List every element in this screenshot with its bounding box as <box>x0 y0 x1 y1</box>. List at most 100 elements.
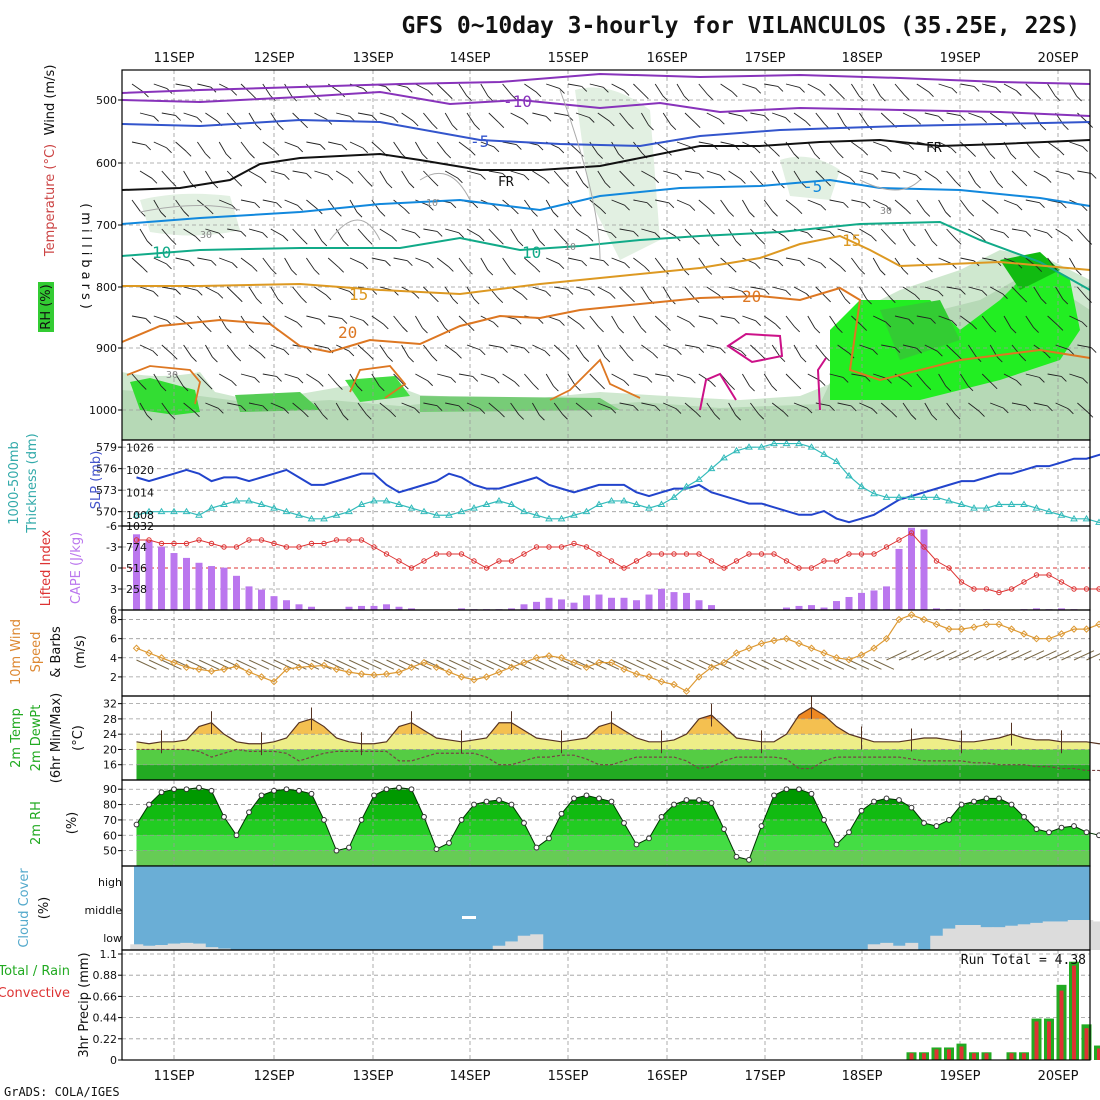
wind10m-barb <box>186 659 207 670</box>
wind-barb <box>720 83 733 93</box>
thickness-point <box>1057 511 1066 518</box>
wind-barb-flag <box>567 289 574 295</box>
cape-bar <box>833 601 840 610</box>
wind-barb <box>894 257 904 270</box>
wind-barb-flag <box>301 297 307 304</box>
slp-label: SLP (mb) <box>89 451 104 510</box>
wind-barb <box>393 141 402 154</box>
wind-barb-flag <box>516 144 522 150</box>
wind-barb-flag <box>276 202 282 209</box>
contour-30-c <box>816 357 827 411</box>
li-point <box>583 544 590 550</box>
li-point <box>596 551 602 557</box>
li-point <box>508 558 515 564</box>
wind-barb-flag <box>277 298 284 305</box>
wind-barb <box>510 170 525 176</box>
wind-barb-flag <box>741 115 748 122</box>
precip-run-total: Run Total = 4.38 <box>961 953 1086 968</box>
wind-barb <box>728 402 736 416</box>
wind-barb <box>401 344 410 358</box>
tick-label: -3 <box>106 541 117 554</box>
wind-barb-flag <box>796 208 803 214</box>
wind-barb <box>960 257 975 262</box>
wind-barb <box>445 228 459 234</box>
wind-barb <box>1033 402 1048 407</box>
wind-barb <box>1077 402 1089 413</box>
tick-label: 20 <box>103 743 117 756</box>
wind-barb-flag <box>194 411 200 418</box>
wind-barb <box>393 199 405 210</box>
wind-barb <box>1069 315 1083 323</box>
cape-bar <box>658 588 665 610</box>
wind-barb-flag <box>623 380 630 386</box>
cape-bar <box>383 604 390 610</box>
wind-barb <box>916 83 929 93</box>
precip-conv-bar <box>1084 1028 1089 1060</box>
wind-barb-flag <box>207 208 214 215</box>
contour-15 <box>122 234 1091 296</box>
wind-barb <box>393 315 403 328</box>
wind-barb-flag <box>924 211 931 217</box>
wind10m-point <box>1070 625 1078 633</box>
wind-barb <box>314 344 329 349</box>
wind-barb-flag <box>271 268 277 275</box>
rh2m-point <box>283 786 290 793</box>
wind-barb-flag <box>842 377 849 383</box>
wind-barb-flag <box>365 413 372 420</box>
tick-label: 774 <box>126 541 147 554</box>
wind10m-barb <box>386 659 407 670</box>
cape-bar <box>570 602 578 610</box>
wind-barb <box>982 257 997 262</box>
wind-barb <box>851 199 866 204</box>
wind-barb <box>837 344 850 354</box>
wind-barb-flag <box>196 117 203 123</box>
wind10m-point <box>1057 630 1066 638</box>
wind10m-point <box>507 663 516 672</box>
wind-barb-flag <box>422 153 428 160</box>
wind-barb-flag <box>458 232 465 239</box>
wind-barb <box>292 228 303 240</box>
thickness-point <box>1032 504 1041 511</box>
wind-barb-flag <box>469 150 476 156</box>
wind-barb-flag <box>545 115 552 122</box>
wind-barb-flag <box>872 349 878 355</box>
tick-label: 90 <box>103 783 117 796</box>
wind-barb <box>684 228 695 240</box>
wind10m-series-line <box>136 614 1100 692</box>
li-point <box>158 540 165 547</box>
wind10m-point <box>645 673 653 681</box>
temp-band <box>136 749 1090 765</box>
precip-ylabel: 3hr Precip (mm) <box>77 952 92 1057</box>
wind-barb <box>510 228 519 242</box>
wind-barb <box>248 344 261 354</box>
wind-barb <box>524 83 537 93</box>
wind-barb <box>161 286 176 290</box>
wind-barb <box>1011 170 1023 182</box>
wind-barb-flag <box>690 377 696 384</box>
wind-barb <box>902 170 917 176</box>
wind-barb-flag <box>175 115 181 121</box>
wind-barb <box>131 315 146 319</box>
wind-barb-flag <box>866 298 872 305</box>
wind-barb-flag <box>196 289 203 296</box>
wind-barb-flag <box>583 356 590 362</box>
rh2m-point <box>258 792 265 799</box>
wind10m-point <box>595 658 603 667</box>
wind-barb <box>197 141 206 154</box>
wind-barb <box>502 199 514 210</box>
wind10m-point <box>1032 634 1041 643</box>
temp-label-4: (°C) <box>71 725 86 751</box>
wind-barb-flag <box>799 87 805 93</box>
wind-barb <box>1069 141 1083 148</box>
cape-bar <box>533 601 540 610</box>
wind-barb-flag <box>862 149 869 156</box>
wind-barb-flag <box>735 414 741 421</box>
upper-label-wind: Wind (m/s) <box>43 65 58 136</box>
cape-bar <box>283 600 290 610</box>
wind-barb-flag <box>562 413 568 420</box>
wind10m-point <box>245 668 253 676</box>
rh2m-point <box>1033 826 1040 833</box>
wind-barb-flag <box>240 231 247 237</box>
cloud-label-2: (%) <box>37 897 52 920</box>
